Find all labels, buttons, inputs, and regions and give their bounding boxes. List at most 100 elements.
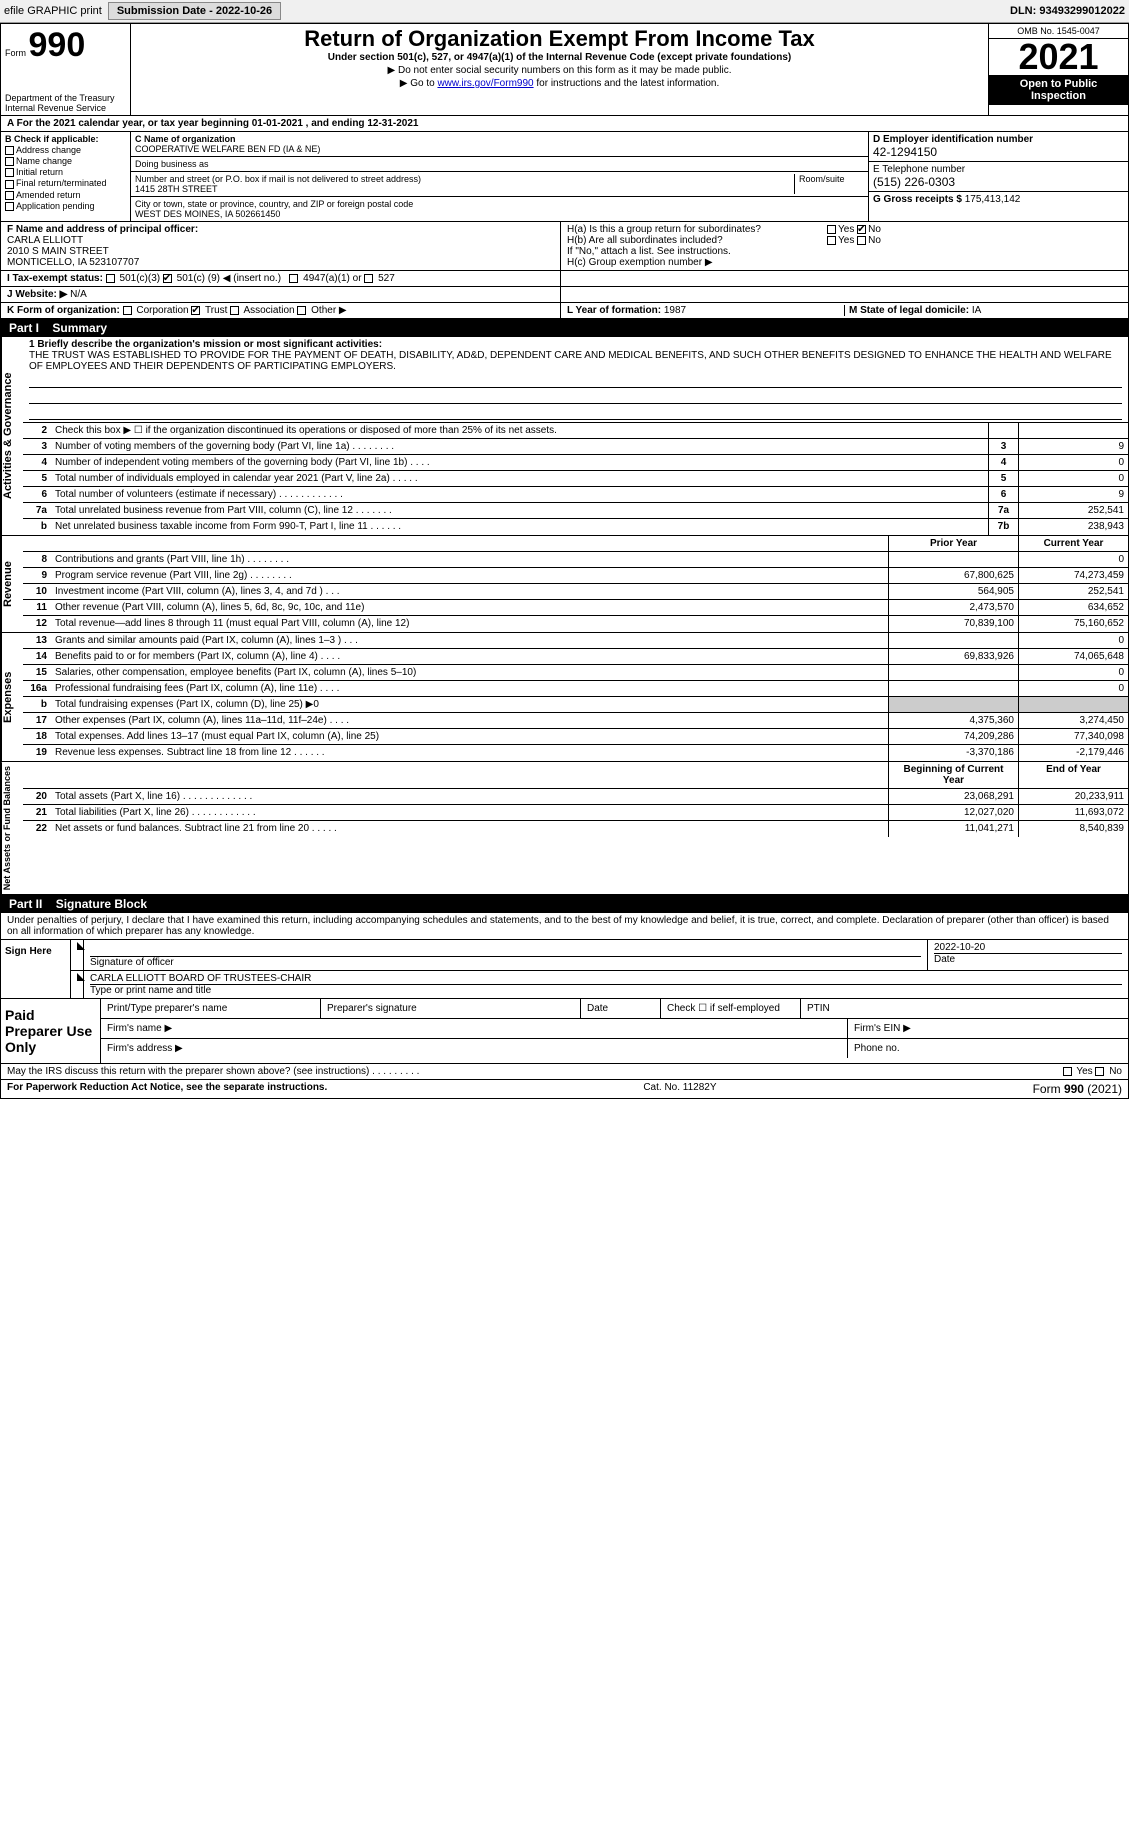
submission-date-button[interactable]: Submission Date - 2022-10-26 <box>108 2 281 20</box>
line-desc: Program service revenue (Part VIII, line… <box>51 568 888 583</box>
title-row: Form 990 Department of the Treasury Inte… <box>1 24 1128 116</box>
current-year-val: 20,233,911 <box>1018 789 1128 804</box>
na-col-headers: Beginning of Current Year End of Year <box>23 762 1128 789</box>
current-year-val: 0 <box>1018 633 1128 648</box>
paperwork-notice: For Paperwork Reduction Act Notice, see … <box>7 1082 327 1096</box>
state-domicile: IA <box>972 305 981 316</box>
firm-name: Firm's name ▶ <box>101 1019 848 1038</box>
summary-row: 3 Number of voting members of the govern… <box>23 439 1128 455</box>
lbl-corp: Corporation <box>136 305 188 316</box>
line-num: 21 <box>23 805 51 820</box>
hb-no[interactable] <box>857 236 866 245</box>
chk-527[interactable] <box>364 274 373 283</box>
line-num: 6 <box>23 487 51 502</box>
summary-row: 15 Salaries, other compensation, employe… <box>23 665 1128 681</box>
line-desc: Benefits paid to or for members (Part IX… <box>51 649 888 664</box>
chk-4947[interactable] <box>289 274 298 283</box>
officer-printed-name: CARLA ELLIOTT BOARD OF TRUSTEES-CHAIR <box>90 973 1122 984</box>
line-desc: Number of independent voting members of … <box>51 455 988 470</box>
irs-link[interactable]: www.irs.gov/Form990 <box>437 78 533 89</box>
goto-suffix: for instructions and the latest informat… <box>534 78 720 89</box>
prior-year-val: 69,833,926 <box>888 649 1018 664</box>
chk-final[interactable] <box>5 180 14 189</box>
form-label: Form <box>5 48 26 58</box>
ha-label: H(a) Is this a group return for subordin… <box>567 224 827 235</box>
main-title: Return of Organization Exempt From Incom… <box>137 26 982 52</box>
discuss-no[interactable] <box>1095 1067 1104 1076</box>
lbl-final: Final return/terminated <box>16 178 107 188</box>
current-year-val: 3,274,450 <box>1018 713 1128 728</box>
chk-initial[interactable] <box>5 168 14 177</box>
mission-block: 1 Briefly describe the organization's mi… <box>23 337 1128 423</box>
f-label: F Name and address of principal officer: <box>7 224 554 235</box>
current-year-val: 634,652 <box>1018 600 1128 615</box>
beginning-year-header: Beginning of Current Year <box>888 762 1018 788</box>
line-val: 252,541 <box>1018 503 1128 518</box>
line-val: 9 <box>1018 439 1128 454</box>
line-num: 12 <box>23 616 51 632</box>
netassets-block: Net Assets or Fund Balances Beginning of… <box>1 762 1128 895</box>
prior-year-val: 564,905 <box>888 584 1018 599</box>
line-num: 4 <box>23 455 51 470</box>
line-num: 16a <box>23 681 51 696</box>
sig-date-label: Date <box>934 953 1122 965</box>
lbl-address: Address change <box>16 145 81 155</box>
lbl-527: 527 <box>378 273 395 284</box>
ha-yes[interactable] <box>827 225 836 234</box>
org-name: COOPERATIVE WELFARE BEN FD (IA & NE) <box>135 144 864 154</box>
m-label: M State of legal domicile: <box>849 305 969 316</box>
line-desc: Check this box ▶ ☐ if the organization d… <box>51 423 988 438</box>
h-block: H(a) Is this a group return for subordin… <box>561 222 1128 270</box>
prior-year-val: 12,027,020 <box>888 805 1018 820</box>
lbl-pending: Application pending <box>16 201 95 211</box>
current-year-val <box>1018 697 1128 712</box>
title-left-cell: Form 990 Department of the Treasury Inte… <box>1 24 131 115</box>
current-year-val: 74,273,459 <box>1018 568 1128 583</box>
chk-501c[interactable] <box>163 274 172 283</box>
chk-other[interactable] <box>297 306 306 315</box>
form-number: 990 <box>29 26 86 64</box>
hb-note: If "No," attach a list. See instructions… <box>567 246 1122 257</box>
hb-no-lbl: No <box>868 235 881 246</box>
prior-year-val: -3,370,186 <box>888 745 1018 761</box>
summary-row: b Net unrelated business taxable income … <box>23 519 1128 535</box>
hb-yes[interactable] <box>827 236 836 245</box>
discuss-yes-lbl: Yes <box>1076 1066 1092 1077</box>
line-num: 18 <box>23 729 51 744</box>
summary-row: 21 Total liabilities (Part X, line 26) .… <box>23 805 1128 821</box>
dba-label: Doing business as <box>135 159 864 169</box>
chk-501c3[interactable] <box>106 274 115 283</box>
chk-assoc[interactable] <box>230 306 239 315</box>
line-num: 14 <box>23 649 51 664</box>
current-year-val: 74,065,648 <box>1018 649 1128 664</box>
discuss-yes[interactable] <box>1063 1067 1072 1076</box>
line-desc: Total revenue—add lines 8 through 11 (mu… <box>51 616 888 632</box>
sign-here-block: Sign Here Signature of officer 2022-10-2… <box>1 940 1128 999</box>
prep-sig: Preparer's signature <box>321 999 581 1018</box>
prior-year-val: 11,041,271 <box>888 821 1018 837</box>
chk-pending[interactable] <box>5 202 14 211</box>
ha-no[interactable] <box>857 225 866 234</box>
footer-form-prefix: Form <box>1033 1082 1064 1096</box>
line-num: b <box>23 519 51 535</box>
chk-name[interactable] <box>5 157 14 166</box>
blank-line <box>29 392 1122 404</box>
summary-row: 2 Check this box ▶ ☐ if the organization… <box>23 423 1128 439</box>
line-desc: Total fundraising expenses (Part IX, col… <box>51 697 888 712</box>
line-desc: Contributions and grants (Part VIII, lin… <box>51 552 888 567</box>
city-state-zip: WEST DES MOINES, IA 502661450 <box>135 209 864 219</box>
summary-row: 6 Total number of volunteers (estimate i… <box>23 487 1128 503</box>
part1-title: Summary <box>52 321 107 335</box>
prior-year-header: Prior Year <box>888 536 1018 551</box>
footer-form-suffix: (2021) <box>1084 1082 1122 1096</box>
blank-line <box>29 408 1122 420</box>
current-year-val: 252,541 <box>1018 584 1128 599</box>
footer-form-num: 990 <box>1064 1082 1084 1096</box>
line-desc: Total liabilities (Part X, line 26) . . … <box>51 805 888 820</box>
part1-header: Part I Summary <box>1 319 1128 337</box>
chk-address[interactable] <box>5 146 14 155</box>
chk-corp[interactable] <box>123 306 132 315</box>
prior-year-val <box>888 665 1018 680</box>
chk-trust[interactable] <box>191 306 200 315</box>
chk-amended[interactable] <box>5 191 14 200</box>
